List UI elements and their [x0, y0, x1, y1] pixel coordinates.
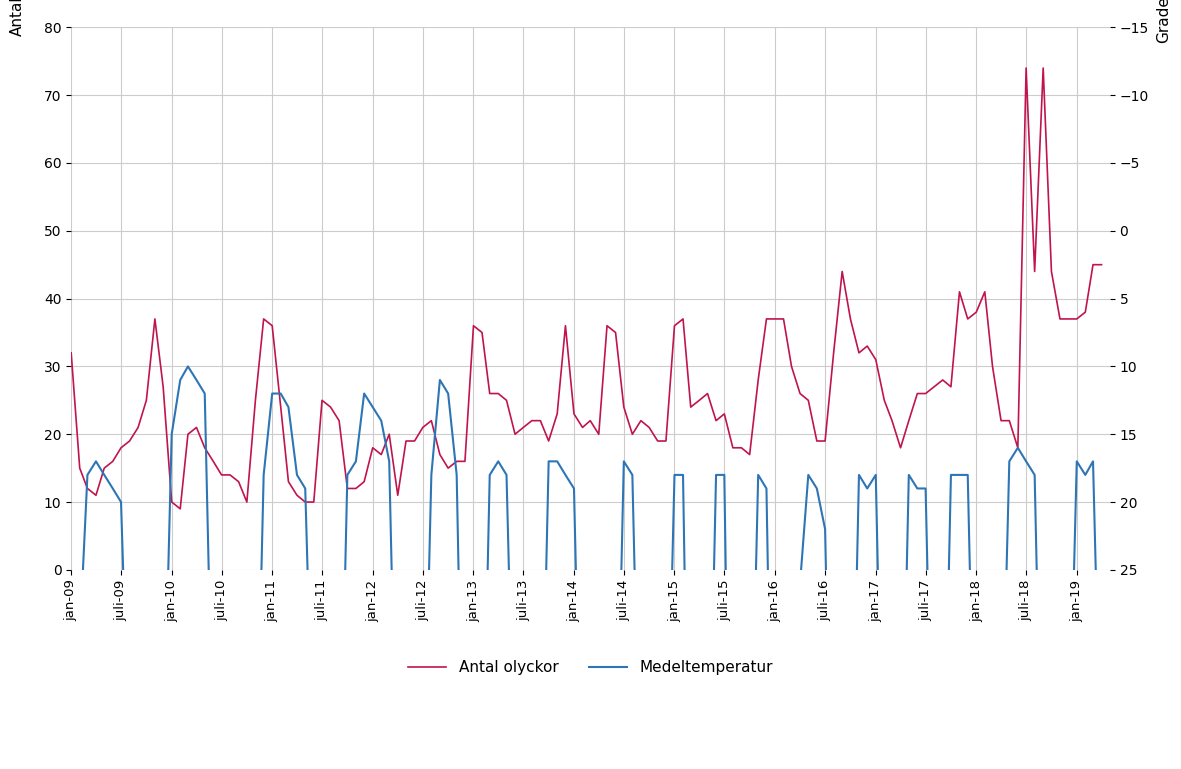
- Y-axis label: Antal: Antal: [9, 0, 25, 36]
- Line: Antal olyckor: Antal olyckor: [71, 68, 1102, 509]
- Y-axis label: Grader: Grader: [1156, 0, 1172, 43]
- Legend: Antal olyckor, Medeltemperatur: Antal olyckor, Medeltemperatur: [402, 654, 779, 681]
- Line: Medeltemperatur: Medeltemperatur: [71, 366, 1102, 769]
